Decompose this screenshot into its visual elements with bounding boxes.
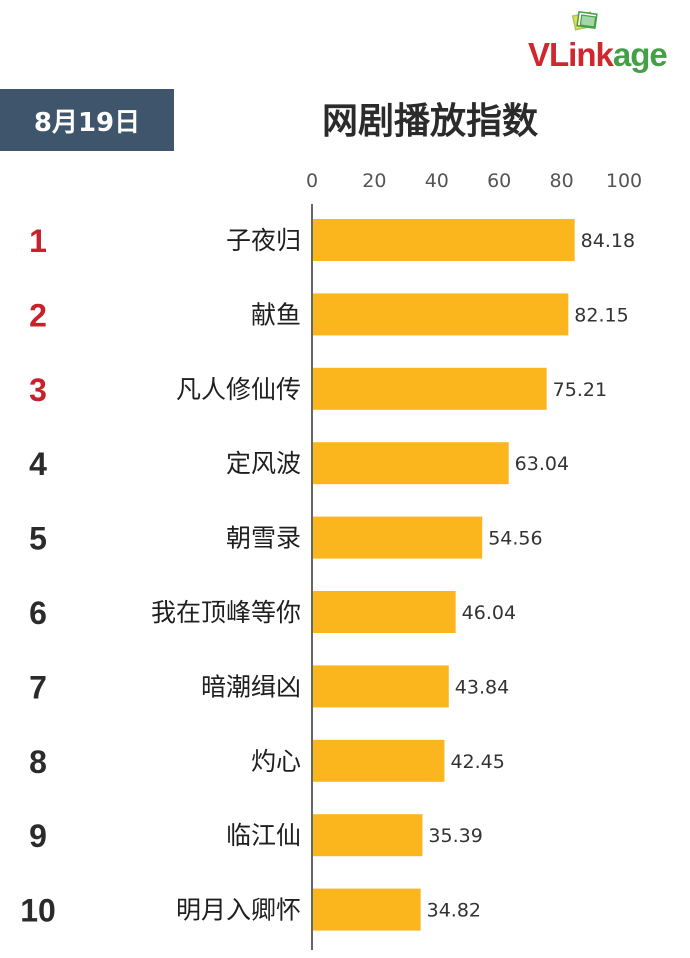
category-label: 献鱼 [251, 300, 301, 329]
rank-label: 10 [20, 893, 56, 929]
rank-label: 1 [29, 223, 47, 259]
rank-label: 2 [29, 297, 47, 333]
x-tick-label: 100 [606, 170, 642, 192]
value-label: 75.21 [553, 379, 607, 401]
rank-label: 4 [29, 446, 47, 482]
x-tick-label: 80 [550, 170, 574, 192]
category-label: 明月入卿怀 [176, 896, 301, 925]
rank-label: 8 [29, 744, 47, 780]
date-badge: 8月19日 [0, 89, 174, 151]
category-label: 定风波 [226, 449, 301, 478]
value-label: 82.15 [574, 304, 628, 326]
category-label: 子夜归 [226, 226, 301, 255]
x-tick-label: 40 [425, 170, 449, 192]
value-label: 43.84 [455, 676, 509, 698]
x-tick-label: 60 [487, 170, 511, 192]
rank-label: 9 [29, 818, 47, 854]
value-label: 63.04 [515, 453, 569, 475]
category-label: 临江仙 [226, 821, 301, 850]
category-label: 朝雪录 [226, 524, 301, 553]
value-label: 34.82 [427, 900, 481, 922]
value-label: 35.39 [428, 825, 482, 847]
category-label: 暗潮缉凶 [201, 672, 301, 701]
chart-title: 网剧播放指数 [321, 101, 538, 142]
vlinkage-logo: VLinkage [520, 8, 690, 78]
bar [313, 219, 575, 261]
x-tick-label: 0 [306, 170, 318, 192]
category-label: 灼心 [251, 747, 301, 776]
rank-label: 7 [29, 669, 47, 705]
value-label: 84.18 [581, 230, 635, 252]
rank-label: 3 [29, 372, 47, 408]
bar [313, 442, 509, 485]
bar [313, 814, 423, 857]
value-label: 46.04 [462, 602, 516, 624]
x-tick-label: 20 [362, 170, 386, 192]
category-label: 凡人修仙传 [176, 375, 301, 404]
value-label: 42.45 [450, 751, 504, 773]
bar [313, 293, 569, 336]
bar [313, 516, 483, 559]
bar [313, 888, 421, 931]
rank-label: 6 [29, 595, 47, 631]
bar [313, 591, 456, 633]
rank-label: 5 [29, 521, 47, 557]
logo-text: VLinkage [528, 36, 668, 73]
bar [313, 367, 547, 410]
stacked-cards-logo-icon [571, 10, 598, 31]
bar-chart: 0 20 40 60 80 100 1 子夜归 84.18 2 献鱼 82.15 3 凡人修仙传 75.21… [20, 170, 642, 950]
category-label: 我在顶峰等你 [151, 598, 301, 627]
bar [313, 739, 445, 782]
value-label: 54.56 [488, 528, 542, 550]
bar [313, 665, 449, 708]
